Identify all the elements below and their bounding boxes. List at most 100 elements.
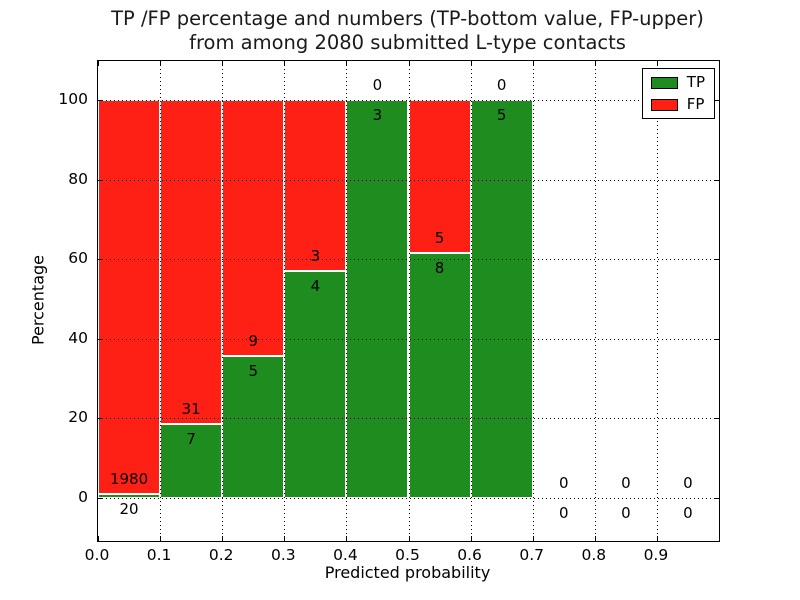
y-tick-mark bbox=[98, 259, 103, 261]
x-tick-label: 0.7 bbox=[519, 546, 545, 564]
bar-segment-fp bbox=[284, 99, 347, 271]
x-tick-mark bbox=[160, 536, 162, 541]
legend-swatch-fp bbox=[650, 98, 678, 111]
x-tick-mark bbox=[470, 536, 472, 541]
x-tick-mark bbox=[408, 61, 410, 66]
annotations-layer: 1980 20 31 7 9 5 3 4 0 3 5 8 0 5 0 0 0 0 0 0 bbox=[98, 61, 719, 541]
bar-segment-tp bbox=[346, 99, 409, 498]
x-tick-label: 0.0 bbox=[84, 546, 110, 564]
tp-count-label: 5 bbox=[496, 105, 507, 124]
x-tick-label: 0.8 bbox=[581, 546, 607, 564]
bar-segment-fp bbox=[98, 99, 161, 494]
tp-count-label: 0 bbox=[683, 503, 693, 522]
legend-entry-tp: TP bbox=[650, 73, 705, 91]
tp-count-label: 4 bbox=[310, 276, 321, 295]
plot-area: 1980 20 31 7 9 5 3 4 0 3 5 8 0 5 0 0 0 0 0 0 TP FP bbox=[97, 60, 720, 542]
tp-count-label: 7 bbox=[186, 430, 196, 449]
ticks-layer bbox=[98, 61, 719, 541]
bars-layer bbox=[98, 61, 719, 541]
fp-count-label: 0 bbox=[372, 75, 383, 94]
y-tick-label: 20 bbox=[68, 408, 88, 427]
y-tick-label: 40 bbox=[68, 328, 88, 347]
fp-count-label: 0 bbox=[683, 473, 693, 492]
x-tick-mark bbox=[284, 536, 286, 541]
chart-title-line1: TP /FP percentage and numbers (TP-bottom… bbox=[111, 7, 704, 30]
y-tick-mark bbox=[98, 418, 103, 420]
x-tick-label: 0.5 bbox=[395, 546, 420, 564]
y-tick-mark bbox=[714, 497, 719, 499]
y-tick-mark bbox=[714, 179, 719, 181]
v-gridline bbox=[346, 61, 348, 541]
x-tick-label: 0.9 bbox=[643, 546, 669, 564]
bar-segment-tp bbox=[222, 355, 285, 498]
bar-segment-fp bbox=[160, 99, 223, 425]
bar-segment-tp bbox=[98, 493, 161, 498]
y-tick-mark bbox=[98, 338, 103, 340]
x-tick-label: 0.6 bbox=[457, 546, 482, 564]
x-tick-mark bbox=[346, 536, 348, 541]
x-tick-mark bbox=[532, 536, 534, 541]
y-tick-label: 60 bbox=[68, 249, 88, 268]
x-tick-mark bbox=[408, 536, 410, 541]
fp-count-label: 0 bbox=[496, 75, 507, 94]
chart-title: TP /FP percentage and numbers (TP-bottom… bbox=[97, 7, 718, 55]
y-tick-mark bbox=[714, 259, 719, 261]
x-tick-mark bbox=[98, 536, 99, 541]
x-tick-mark bbox=[98, 61, 99, 66]
fp-count-label: 31 bbox=[181, 400, 201, 419]
x-tick-mark bbox=[222, 61, 224, 66]
legend-label: TP bbox=[686, 73, 705, 91]
x-tick-mark bbox=[656, 61, 658, 66]
y-tick-label: 100 bbox=[58, 89, 88, 108]
legend: TP FP bbox=[641, 68, 715, 119]
legend-swatch-tp bbox=[650, 76, 678, 89]
bar-segment-tp bbox=[284, 270, 347, 498]
y-tick-mark bbox=[98, 497, 103, 499]
fp-count-label: 9 bbox=[248, 331, 259, 350]
tp-count-label: 0 bbox=[621, 503, 631, 522]
grid-layer bbox=[98, 61, 719, 541]
legend-entry-fp: FP bbox=[650, 97, 705, 112]
v-gridline bbox=[160, 61, 162, 541]
v-gridline bbox=[532, 61, 534, 541]
fp-count-label: 0 bbox=[621, 473, 631, 492]
v-gridline bbox=[656, 61, 658, 541]
y-tick-mark bbox=[714, 338, 719, 340]
v-gridline bbox=[594, 61, 596, 541]
x-tick-mark bbox=[284, 61, 286, 66]
x-tick-label: 0.3 bbox=[270, 546, 296, 564]
y-tick-mark bbox=[714, 418, 719, 420]
x-tick-mark bbox=[222, 536, 224, 541]
tp-count-label: 0 bbox=[558, 503, 569, 522]
x-tick-mark bbox=[532, 61, 534, 66]
fp-count-label: 3 bbox=[310, 246, 321, 265]
x-tick-mark bbox=[470, 61, 472, 66]
tp-count-label: 8 bbox=[434, 259, 445, 278]
x-tick-mark bbox=[656, 536, 658, 541]
fp-count-label: 1980 bbox=[109, 469, 149, 488]
x-tick-label: 0.2 bbox=[208, 546, 234, 564]
x-tick-label: 0.1 bbox=[146, 546, 172, 564]
chart-title-line2: from among 2080 submitted L-type contact… bbox=[189, 31, 626, 54]
bar-segment-tp bbox=[408, 253, 471, 498]
tp-count-label: 5 bbox=[248, 361, 259, 380]
v-gridline bbox=[408, 61, 410, 541]
x-axis-label: Predicted probability bbox=[324, 563, 491, 582]
tp-count-label: 3 bbox=[372, 105, 383, 124]
x-tick-mark bbox=[594, 61, 596, 66]
x-tick-label: 0.4 bbox=[333, 546, 358, 564]
fp-count-label: 5 bbox=[434, 229, 445, 248]
v-gridline bbox=[284, 61, 286, 541]
y-tick-label: 80 bbox=[68, 169, 88, 188]
x-tick-mark bbox=[346, 61, 348, 66]
bar-segment-tp bbox=[470, 99, 533, 498]
y-tick-mark bbox=[714, 99, 719, 101]
x-tick-mark bbox=[594, 536, 596, 541]
x-tick-mark bbox=[160, 61, 162, 66]
y-tick-label: 0 bbox=[78, 487, 88, 506]
tp-count-label: 20 bbox=[119, 499, 139, 518]
y-tick-mark bbox=[98, 179, 103, 181]
fp-count-label: 0 bbox=[558, 473, 569, 492]
v-gridline bbox=[222, 61, 224, 541]
